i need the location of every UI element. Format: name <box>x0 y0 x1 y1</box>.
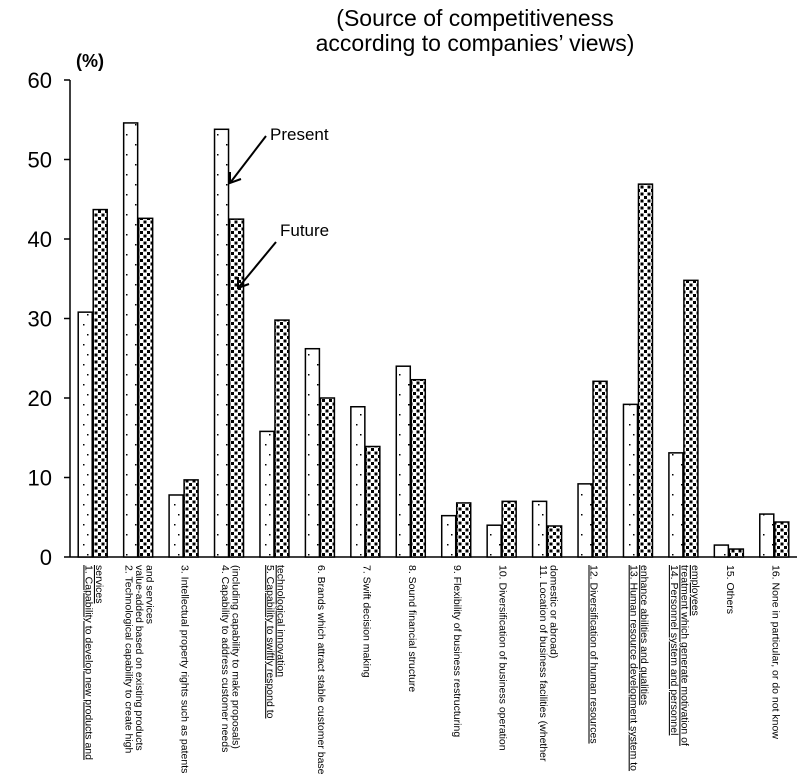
bar-future <box>365 445 381 558</box>
chart-title: (Source of competitiveness according to … <box>240 6 710 56</box>
bar-present <box>304 347 321 558</box>
x-tick-label: employees <box>689 565 701 616</box>
bar-present <box>122 122 139 558</box>
y-tick-label: 60 <box>28 68 52 93</box>
bar-present <box>759 513 775 558</box>
bar-present <box>622 403 639 558</box>
annotation-present-arrowhead <box>229 172 242 185</box>
y-tick-label: 0 <box>40 545 52 570</box>
bar-present <box>577 483 593 558</box>
chart-title-line-2: according to companies’ views) <box>315 30 635 56</box>
x-tick-label: value-added based on existing products <box>133 565 145 751</box>
bar-present <box>395 365 412 558</box>
bar-present <box>531 500 548 558</box>
x-tick-label: 3. Intellectual property rights such as … <box>179 565 191 773</box>
bar-present <box>486 524 502 558</box>
x-tick-label: 8. Sound financial structure <box>406 565 418 692</box>
bars <box>77 122 790 558</box>
bar-future <box>319 397 336 558</box>
x-tick-label: enhance abilities and qualities <box>638 565 650 705</box>
bar-future <box>501 500 517 558</box>
bar-present <box>168 494 184 558</box>
chart-title-line-1: (Source of competitiveness <box>336 5 614 31</box>
annotation-present-arrow <box>229 135 267 184</box>
x-tick-label: 7. Swift decision making <box>360 565 372 678</box>
axes: 0 10 20 30 40 50 60 <box>28 68 797 570</box>
y-unit-label: (%) <box>76 51 104 71</box>
bar-present <box>350 405 366 558</box>
bar-future <box>228 218 245 558</box>
x-tick-label: 4. Capability to address customer needs <box>219 565 231 752</box>
x-tick-label: technological innovation <box>275 565 287 677</box>
bar-present <box>440 514 457 558</box>
x-tick-label: 16. None in particular, or do not know <box>769 565 781 739</box>
bar-future <box>92 208 108 558</box>
bar-present <box>77 311 93 558</box>
bar-future <box>183 479 199 558</box>
bar-future <box>455 502 472 558</box>
x-tick-label: 10. Diversification of business operatio… <box>497 565 509 751</box>
annotation-future: Future <box>280 221 329 240</box>
y-tick-label: 30 <box>28 307 52 332</box>
annotation-present: Present <box>270 125 329 144</box>
x-tick-label: treatment which generate motivation of <box>678 565 690 746</box>
x-tick-label: 6. Brands which attract stable customer … <box>315 565 327 775</box>
y-tick-label: 10 <box>28 466 52 491</box>
category-labels: 1. Capability to develop new products an… <box>82 565 781 775</box>
x-tick-label: 15. Others <box>724 565 736 614</box>
x-tick-label: 14. Personnel system and personnel <box>668 565 680 735</box>
x-tick-label: 2. Technological capability to create hi… <box>123 565 135 754</box>
bar-present <box>259 430 275 558</box>
y-tick-label: 20 <box>28 386 52 411</box>
x-tick-label: (including capability to make proposals) <box>229 565 241 749</box>
x-tick-label: services <box>93 565 105 604</box>
bar-present <box>668 452 684 558</box>
bar-future <box>274 319 290 558</box>
bar-present <box>213 128 230 558</box>
x-tick-label: 9. Flexibility of business restructuring <box>451 565 463 737</box>
bar-future <box>410 378 427 558</box>
x-tick-label: and services <box>144 565 156 624</box>
bar-future <box>592 380 608 558</box>
annotation-future-arrowhead <box>237 277 250 290</box>
bar-future <box>637 183 654 558</box>
x-tick-label: 5. Capability to swiftly respond to <box>264 565 276 719</box>
bar-present <box>713 544 730 558</box>
x-tick-label: domestic or abroad) <box>547 565 559 658</box>
x-tick-label: 12. Diversification of human resources <box>588 565 600 744</box>
bar-future <box>137 217 154 558</box>
bar-future <box>774 521 790 558</box>
y-tick-label: 50 <box>28 148 52 173</box>
bar-future <box>728 548 745 558</box>
y-tick-label: 40 <box>28 227 52 252</box>
bar-future <box>546 525 563 558</box>
annotations: Present Future <box>229 125 329 290</box>
bar-future <box>683 279 699 558</box>
x-tick-label: 1. Capability to develop new products an… <box>82 565 94 760</box>
x-tick-label: 13. Human resource development system to <box>628 565 640 771</box>
annotation-future-arrow <box>237 241 277 289</box>
x-tick-label: 11. Location of business facilities (whe… <box>537 565 549 762</box>
